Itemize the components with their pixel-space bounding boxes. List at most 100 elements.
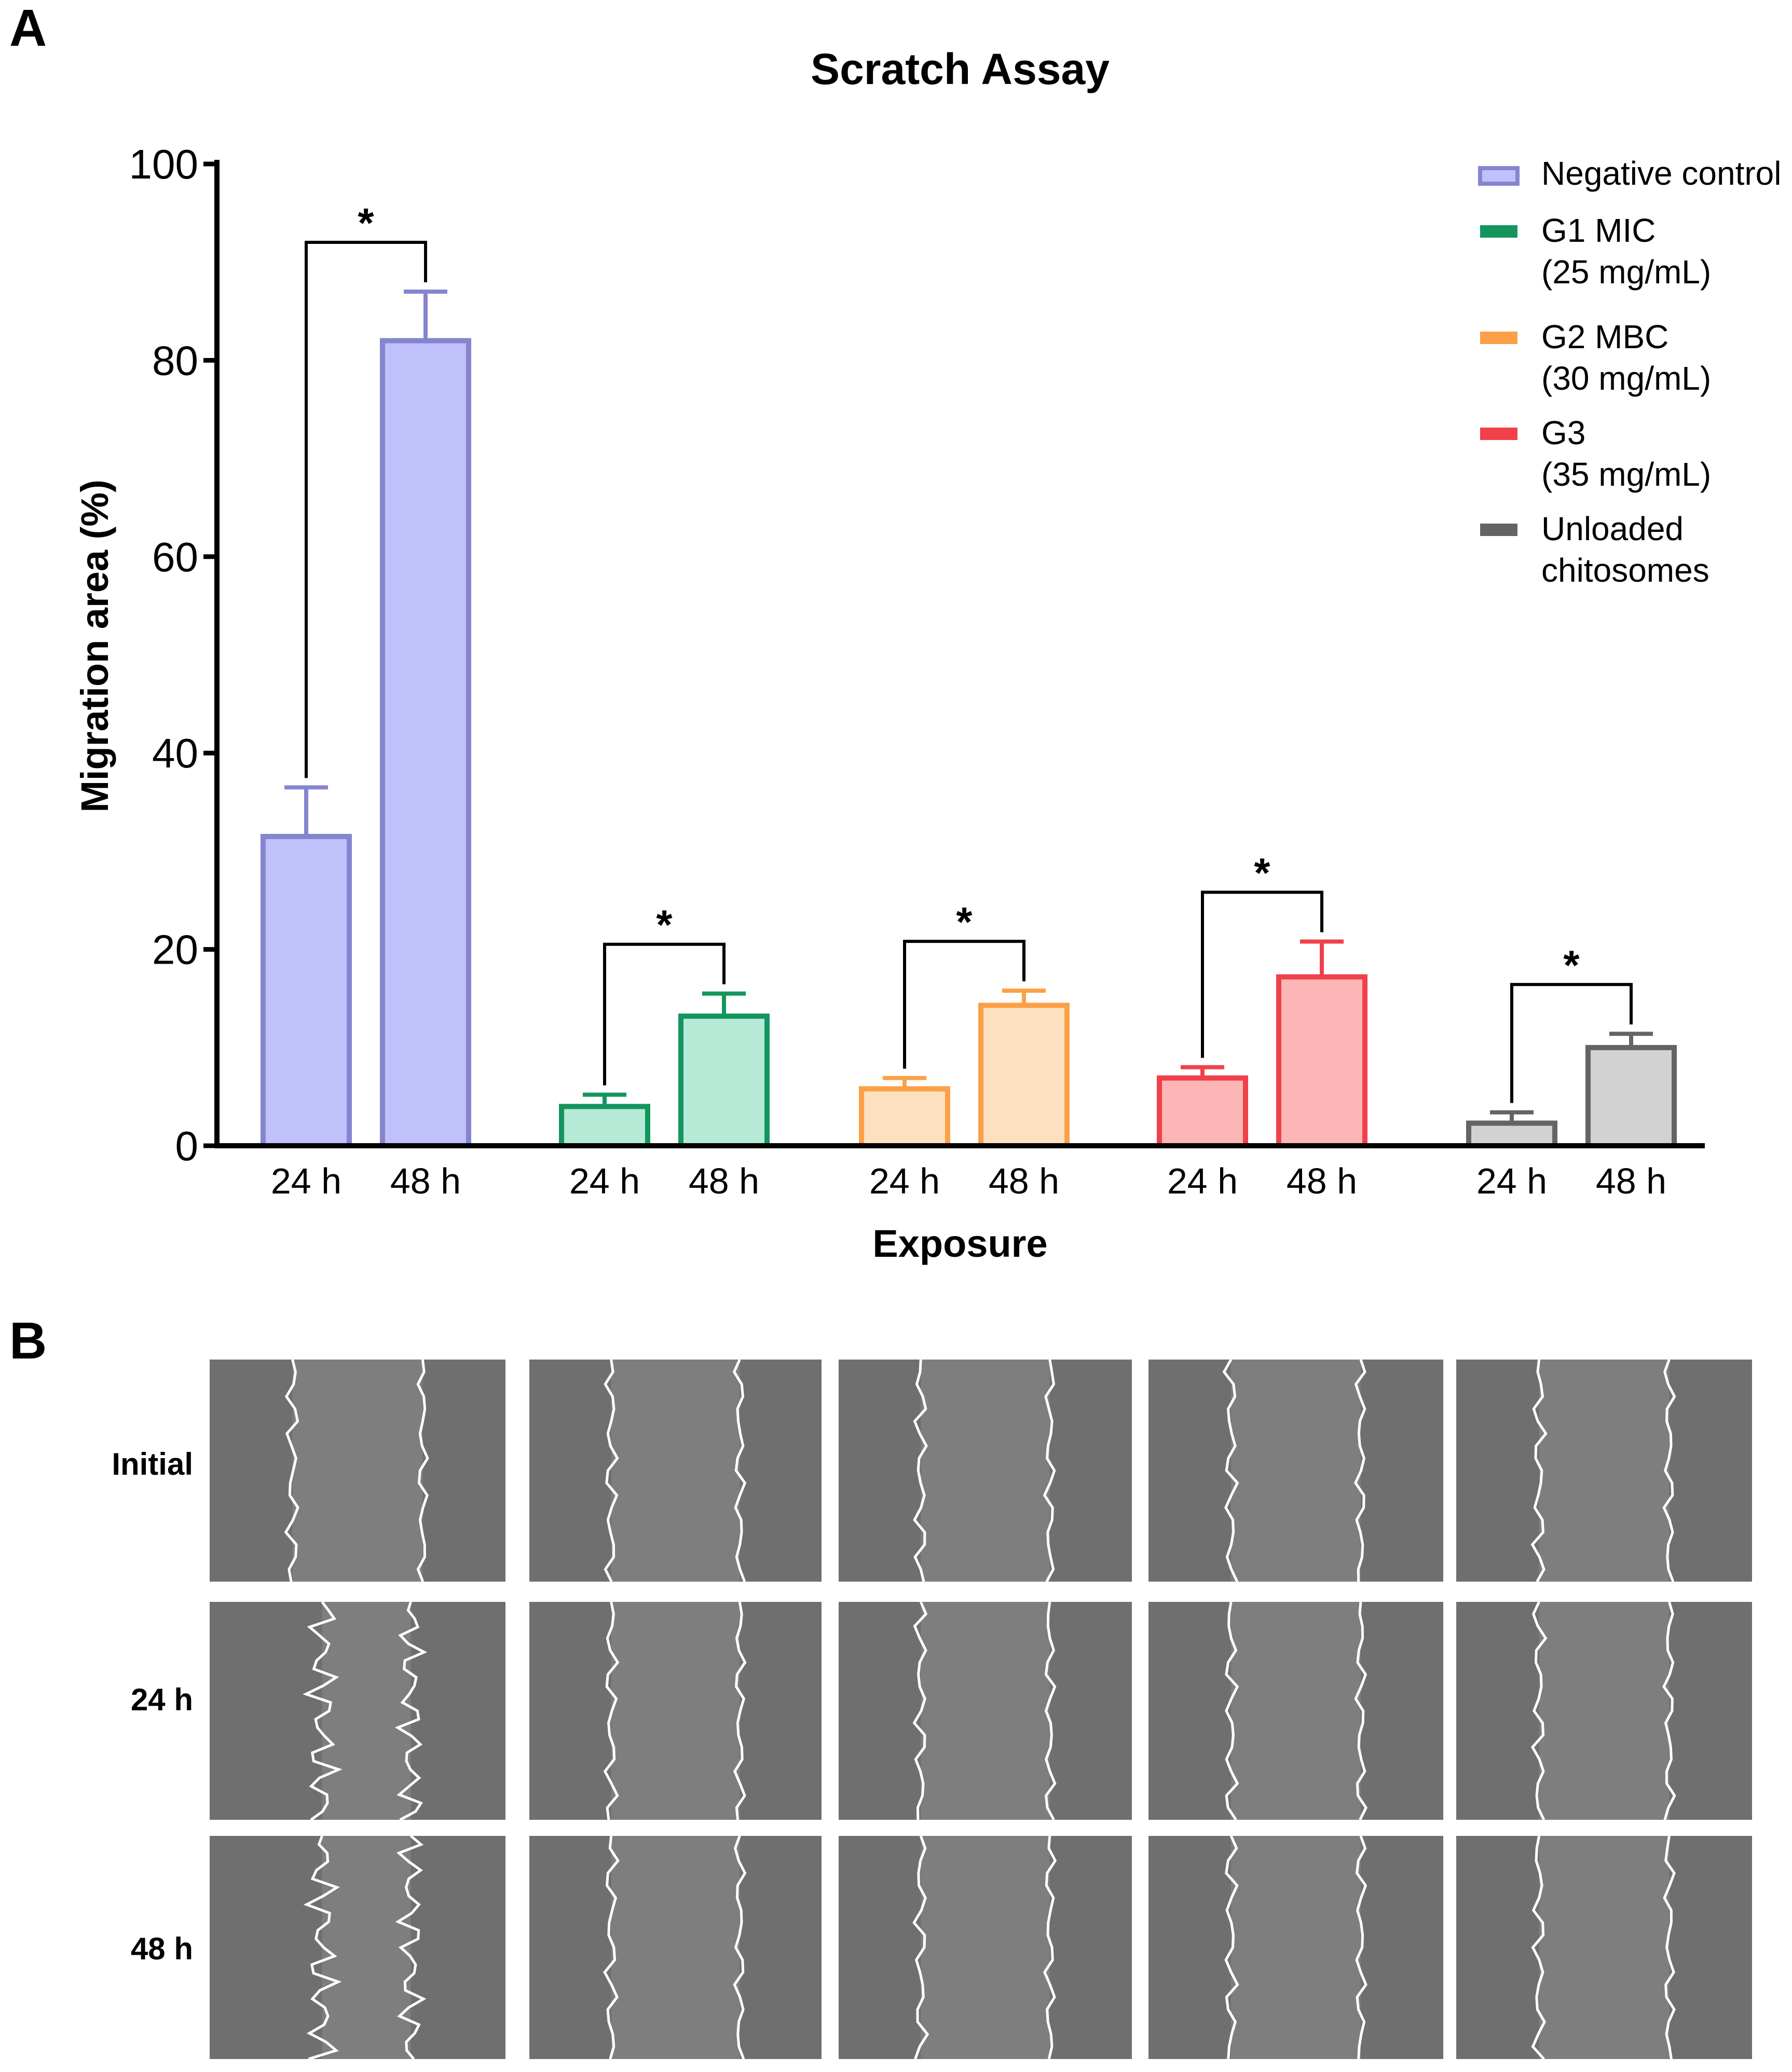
wound-edge-left xyxy=(912,1601,928,1820)
wound-edge-right xyxy=(1662,1359,1676,1582)
scratch-gap xyxy=(921,1602,1050,1820)
legend-label: chitosomes xyxy=(1541,552,1709,589)
wound-edge-right xyxy=(1044,1601,1057,1821)
significance-bracket xyxy=(1510,983,1633,1103)
y-axis-label: Migration area (%) xyxy=(73,479,116,812)
micrograph-cell xyxy=(1456,1359,1752,1583)
wound-edge-left xyxy=(303,1601,343,1821)
bar xyxy=(1276,974,1367,1149)
micrograph-cell xyxy=(210,1835,505,2061)
row-label-48h: 48 h xyxy=(131,1931,193,1966)
x-tick-label: 48 h xyxy=(1287,1161,1357,1201)
scratch-gap xyxy=(921,1360,1050,1582)
micrograph-cell xyxy=(529,1601,822,1820)
legend-label: G2 MBC xyxy=(1541,318,1668,355)
scratch-gap xyxy=(322,1602,411,1820)
significance-star: * xyxy=(1254,849,1270,896)
significance-bracket xyxy=(1201,890,1323,1058)
panel-b-letter: B xyxy=(9,1312,47,1370)
y-tick-label: 20 xyxy=(152,927,198,973)
x-tick-label: 48 h xyxy=(1596,1161,1666,1201)
y-tick-label: 60 xyxy=(152,534,198,580)
scratch-gap xyxy=(292,1360,423,1582)
y-tick-label: 40 xyxy=(152,730,198,776)
y-tick-label: 100 xyxy=(129,141,198,187)
x-tick-label: 24 h xyxy=(1167,1161,1238,1201)
micrograph-grid xyxy=(210,1359,1752,2061)
scratch-gap xyxy=(1539,1836,1670,2059)
wound-edge-left xyxy=(1224,1835,1239,2060)
micrograph-cell xyxy=(529,1835,822,2060)
legend-label: Unloaded xyxy=(1541,510,1684,547)
micrograph-cell xyxy=(1456,1601,1752,1821)
y-tick-label: 0 xyxy=(175,1123,199,1169)
significance-star: * xyxy=(358,200,374,246)
row-label-initial: Initial xyxy=(112,1447,193,1481)
wound-edge-left xyxy=(1531,1835,1546,2060)
legend-swatch xyxy=(1480,524,1517,536)
x-tick-label: 48 h xyxy=(689,1161,759,1201)
micrograph-cell xyxy=(839,1835,1132,2060)
wound-edge-right xyxy=(1662,1601,1676,1820)
scratch-gap xyxy=(921,1836,1050,2059)
wound-edge-left xyxy=(1222,1359,1239,1583)
wound-edge-left xyxy=(604,1359,619,1583)
bar xyxy=(1585,1045,1677,1149)
legend-label: G3 xyxy=(1541,414,1585,451)
bar xyxy=(859,1086,950,1148)
wound-edge-right xyxy=(416,1359,429,1582)
bar xyxy=(261,834,352,1148)
scratch-gap xyxy=(611,1360,740,1582)
scratch-gap xyxy=(611,1836,740,2059)
wound-edge-right xyxy=(1043,1359,1056,1583)
wound-edge-right xyxy=(733,1601,747,1820)
significance-star: * xyxy=(956,899,973,945)
legend-swatch xyxy=(1478,166,1520,186)
wound-edge-left xyxy=(1225,1601,1239,1821)
bar xyxy=(1157,1075,1248,1148)
significance-bracket xyxy=(903,940,1025,1069)
legend-swatch xyxy=(1480,428,1517,440)
scratch-gap xyxy=(611,1602,740,1820)
legend-label: (25 mg/mL) xyxy=(1541,253,1711,291)
wound-edge-right xyxy=(1354,1601,1368,1821)
x-tick-label: 24 h xyxy=(1476,1161,1547,1201)
wound-edge-left xyxy=(1530,1359,1548,1583)
wound-edge-left xyxy=(603,1601,620,1820)
scratch-gap xyxy=(322,1836,411,2059)
bar xyxy=(678,1013,770,1148)
x-tick-label: 48 h xyxy=(390,1161,461,1201)
wound-edge-right xyxy=(1355,1835,1367,2060)
wound-edge-right xyxy=(1354,1359,1366,1582)
scratch-gap xyxy=(1539,1602,1670,1820)
bar xyxy=(978,1003,1070,1148)
wound-edge-right xyxy=(1663,1835,1676,2060)
x-tick-label: 24 h xyxy=(271,1161,341,1201)
x-tick-label: 24 h xyxy=(869,1161,940,1201)
wound-edge-left xyxy=(284,1359,299,1582)
bar xyxy=(380,338,471,1148)
panel-a-letter: A xyxy=(9,0,47,57)
y-tick-label: 80 xyxy=(152,337,198,383)
legend-label: (30 mg/mL) xyxy=(1541,360,1711,397)
wound-edge-right xyxy=(394,1601,428,1821)
scratch-gap xyxy=(1231,1360,1361,1582)
wound-edge-left xyxy=(913,1359,928,1582)
scratch-gap xyxy=(1539,1360,1670,1582)
legend-label: (35 mg/mL) xyxy=(1541,456,1711,493)
wound-edge-right xyxy=(1043,1835,1057,2060)
legend: Negative control G1 MIC (25 mg/mL) G2 MBC (3… xyxy=(1478,155,1781,589)
wound-edge-left xyxy=(1530,1601,1548,1821)
significance-bracket xyxy=(603,942,726,1086)
micrograph-cell xyxy=(210,1601,505,1821)
legend-label: G1 MIC xyxy=(1541,212,1656,249)
x-tick-label: 24 h xyxy=(569,1161,640,1201)
x-tick-label: 48 h xyxy=(989,1161,1059,1201)
scratch-assay-chart: 0 20 40 60 80 100 24 h 48 h * 24 h 48 h * 24 h 48 h * 2… xyxy=(129,141,1705,1201)
micrograph-cell xyxy=(1148,1835,1443,2060)
wound-edge-left xyxy=(912,1835,929,2060)
scratch-gap xyxy=(1231,1602,1361,1820)
bar xyxy=(559,1104,650,1149)
micrograph-cell xyxy=(1456,1835,1752,2060)
